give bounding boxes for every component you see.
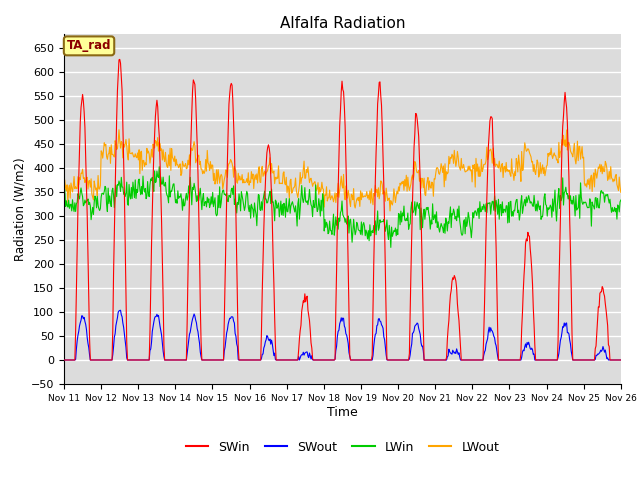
Text: TA_rad: TA_rad [67, 39, 111, 52]
Legend: SWin, SWout, LWin, LWout: SWin, SWout, LWin, LWout [180, 436, 504, 459]
Title: Alfalfa Radiation: Alfalfa Radiation [280, 16, 405, 31]
Y-axis label: Radiation (W/m2): Radiation (W/m2) [13, 157, 27, 261]
X-axis label: Time: Time [327, 406, 358, 419]
